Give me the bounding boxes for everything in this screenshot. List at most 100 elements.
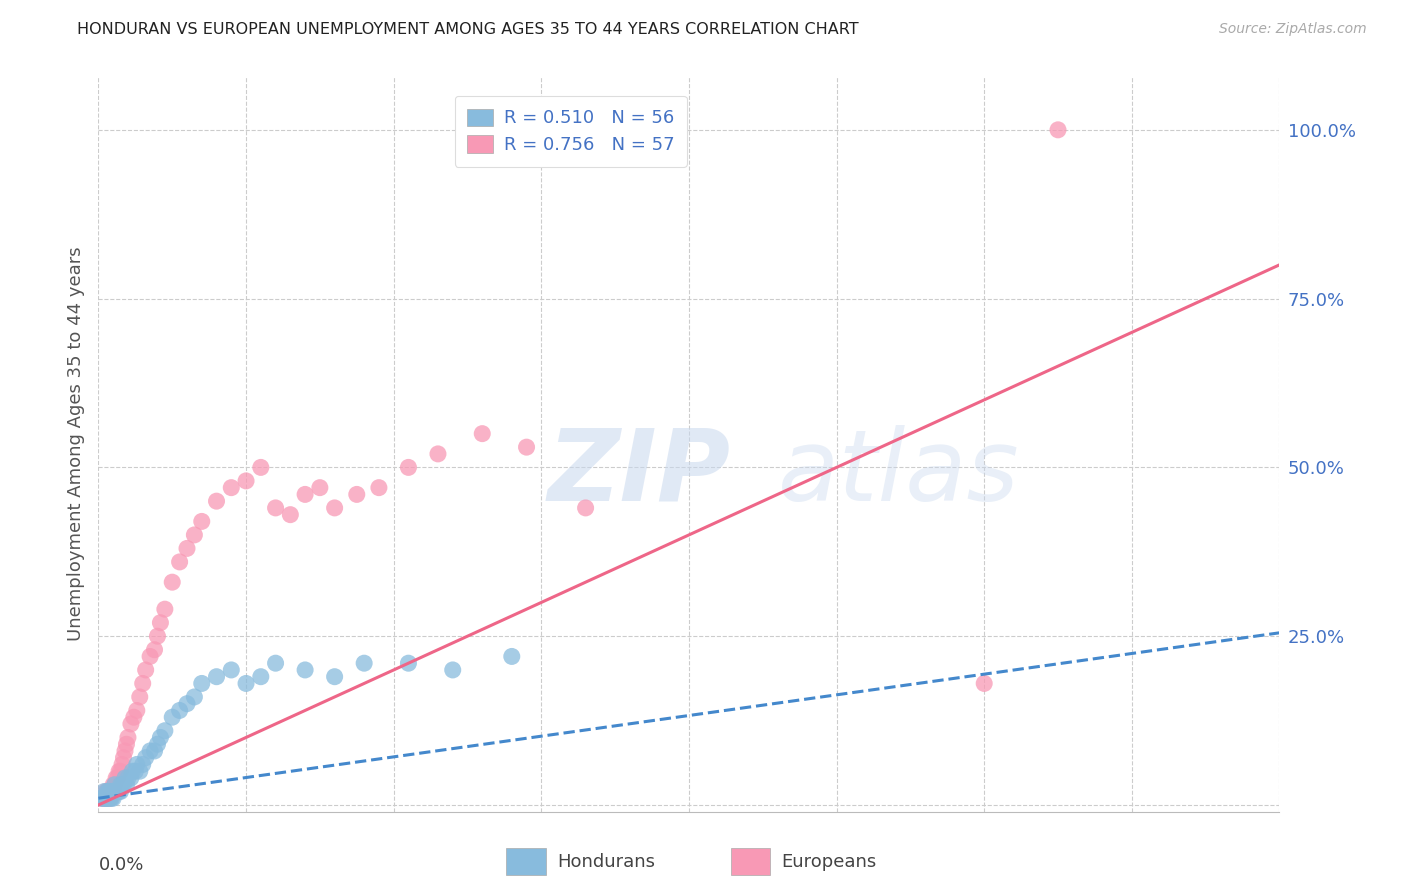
- Point: [100, 784, 122, 798]
- Point: [205, 670, 228, 684]
- Point: [91, 791, 114, 805]
- Point: [264, 656, 287, 670]
- Point: [353, 656, 375, 670]
- Point: [90, 791, 112, 805]
- Point: [125, 703, 148, 717]
- Point: [98, 784, 121, 798]
- Point: [294, 487, 316, 501]
- Point: [98, 791, 121, 805]
- Point: [149, 615, 172, 630]
- Point: [125, 757, 148, 772]
- Point: [183, 528, 205, 542]
- Text: HONDURAN VS EUROPEAN UNEMPLOYMENT AMONG AGES 35 TO 44 YEARS CORRELATION CHART: HONDURAN VS EUROPEAN UNEMPLOYMENT AMONG …: [77, 22, 859, 37]
- Point: [104, 778, 127, 792]
- Point: [235, 676, 257, 690]
- Point: [143, 642, 166, 657]
- Point: [132, 757, 155, 772]
- Point: [93, 791, 115, 805]
- Text: ZIP: ZIP: [547, 425, 730, 522]
- Point: [107, 784, 129, 798]
- Point: [108, 784, 131, 798]
- Point: [235, 474, 257, 488]
- Point: [111, 757, 134, 772]
- Point: [139, 744, 162, 758]
- Point: [162, 575, 183, 590]
- Point: [169, 703, 191, 717]
- Point: [104, 784, 127, 798]
- Point: [94, 791, 117, 805]
- Bar: [506, 848, 546, 875]
- Point: [516, 440, 538, 454]
- Point: [122, 710, 145, 724]
- Point: [471, 426, 494, 441]
- Point: [176, 697, 198, 711]
- Point: [112, 778, 135, 792]
- Point: [183, 690, 205, 704]
- Point: [114, 771, 136, 785]
- Point: [120, 771, 142, 785]
- Bar: [731, 848, 770, 875]
- Text: Hondurans: Hondurans: [557, 853, 655, 871]
- Point: [368, 481, 391, 495]
- Point: [93, 791, 115, 805]
- Point: [103, 784, 125, 798]
- Point: [162, 710, 183, 724]
- Text: atlas: atlas: [778, 425, 1019, 522]
- Point: [346, 487, 368, 501]
- Point: [1046, 123, 1070, 137]
- Point: [97, 791, 120, 805]
- Point: [176, 541, 198, 556]
- Point: [108, 764, 131, 779]
- Point: [97, 791, 120, 805]
- Point: [103, 778, 125, 792]
- Point: [264, 500, 287, 515]
- Point: [110, 784, 132, 798]
- Point: [398, 656, 420, 670]
- Point: [128, 764, 150, 779]
- Point: [294, 663, 316, 677]
- Point: [205, 494, 228, 508]
- Point: [90, 791, 112, 805]
- Point: [96, 791, 118, 805]
- Text: Europeans: Europeans: [782, 853, 877, 871]
- Point: [250, 460, 273, 475]
- Point: [105, 771, 128, 785]
- Point: [135, 750, 157, 764]
- Point: [132, 676, 155, 690]
- Point: [250, 670, 273, 684]
- Point: [309, 481, 332, 495]
- Point: [139, 649, 162, 664]
- Point: [115, 737, 138, 751]
- Point: [398, 460, 420, 475]
- Point: [153, 723, 176, 738]
- Point: [221, 481, 243, 495]
- Point: [96, 791, 118, 805]
- Point: [105, 784, 128, 798]
- Point: [501, 649, 523, 664]
- Point: [120, 717, 142, 731]
- Point: [96, 784, 118, 798]
- Point: [117, 771, 139, 785]
- Point: [121, 764, 143, 779]
- Legend: R = 0.510   N = 56, R = 0.756   N = 57: R = 0.510 N = 56, R = 0.756 N = 57: [454, 95, 688, 167]
- Point: [94, 784, 117, 798]
- Y-axis label: Unemployment Among Ages 35 to 44 years: Unemployment Among Ages 35 to 44 years: [66, 246, 84, 641]
- Point: [100, 791, 122, 805]
- Point: [112, 750, 135, 764]
- Point: [110, 764, 132, 779]
- Point: [111, 778, 134, 792]
- Point: [221, 663, 243, 677]
- Point: [135, 663, 157, 677]
- Point: [94, 791, 117, 805]
- Point: [575, 500, 598, 515]
- Point: [96, 784, 118, 798]
- Point: [146, 629, 169, 643]
- Text: Source: ZipAtlas.com: Source: ZipAtlas.com: [1219, 22, 1367, 37]
- Point: [103, 791, 125, 805]
- Point: [115, 778, 138, 792]
- Point: [94, 791, 117, 805]
- Point: [169, 555, 191, 569]
- Point: [153, 602, 176, 616]
- Point: [103, 784, 125, 798]
- Point: [91, 791, 114, 805]
